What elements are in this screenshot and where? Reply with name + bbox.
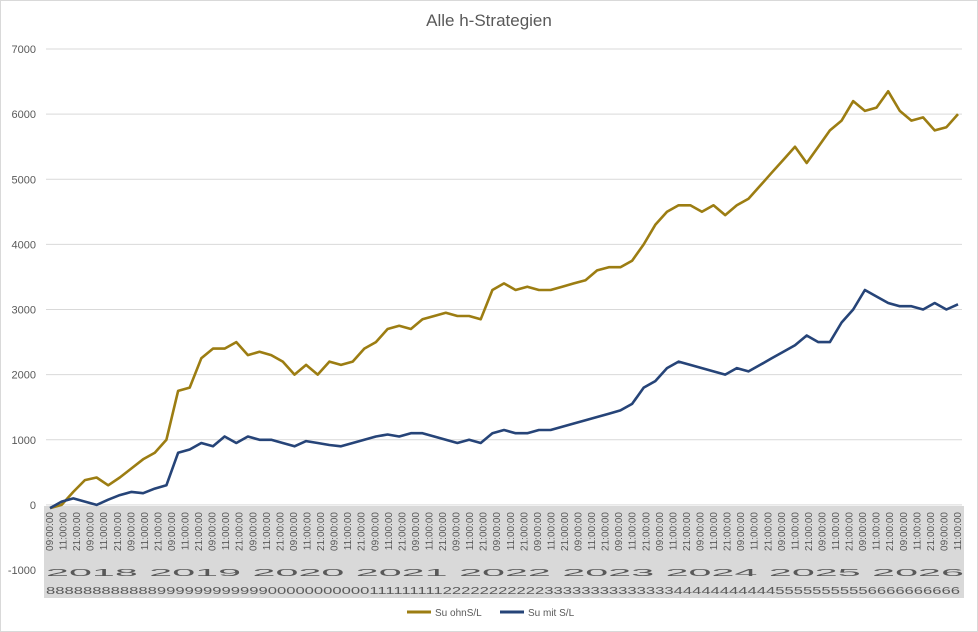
x-tick-label: 11:00:00: [343, 512, 354, 551]
y-tick-label: 6000: [12, 109, 36, 121]
x-tick-label: 09:00:00: [330, 512, 341, 551]
x-tick-label: 11:00:00: [709, 512, 720, 551]
x-tick-label: 11:00:00: [302, 512, 313, 551]
x-tick-label: 21:00:00: [845, 512, 856, 551]
x-tick-label: 09:00:00: [126, 512, 137, 551]
x-tick-label: 09:00:00: [614, 512, 625, 551]
x-tick-label: 11:00:00: [872, 512, 883, 551]
x-tick-label: 09:00:00: [899, 512, 910, 551]
x-tick-label: 11:00:00: [465, 512, 476, 551]
x-tick-label: 21:00:00: [235, 512, 246, 551]
x-tick-label: 09:00:00: [452, 512, 463, 551]
x-tick-label: 09:00:00: [858, 512, 869, 551]
x-tick-label: 21:00:00: [641, 512, 652, 551]
x-tick-label: 09:00:00: [574, 512, 585, 551]
x-tick-label: 21:00:00: [275, 512, 286, 551]
x-tick-label: 21:00:00: [479, 512, 490, 551]
series-line-1: [49, 90, 959, 510]
x-tick-label: 09:00:00: [736, 512, 747, 551]
x-tick-label: 21:00:00: [723, 512, 734, 551]
x-tick-label: 11:00:00: [59, 512, 70, 551]
x-tick-label: 21:00:00: [560, 512, 571, 551]
x-axis-digit-row: 8888888888889999999999990000000000011111…: [46, 586, 961, 597]
y-tick-label: 2000: [12, 370, 36, 382]
x-tick-label: 09:00:00: [45, 512, 56, 551]
x-axis-label-band: [44, 506, 964, 598]
y-tick-label: 5000: [12, 174, 36, 186]
x-tick-label: 09:00:00: [289, 512, 300, 551]
x-tick-label: 21:00:00: [601, 512, 612, 551]
y-tick-label: 3000: [12, 305, 36, 317]
x-tick-label: 09:00:00: [777, 512, 788, 551]
x-tick-label: 11:00:00: [668, 512, 679, 551]
x-tick-label: 11:00:00: [424, 512, 435, 551]
x-tick-label: 21:00:00: [926, 512, 937, 551]
x-tick-label: 11:00:00: [181, 512, 192, 551]
x-tick-label: 21:00:00: [316, 512, 327, 551]
legend-label-series-2: Su mit S/L: [528, 608, 575, 619]
x-tick-label: 21:00:00: [194, 512, 205, 551]
x-tick-label: 21:00:00: [804, 512, 815, 551]
x-tick-label: 21:00:00: [885, 512, 896, 551]
x-axis-footer-text: 2018 2019 2020 2021 2022 2023 2024 2025 …: [46, 568, 966, 579]
x-tick-label: 11:00:00: [221, 512, 232, 551]
x-tick-label: 09:00:00: [248, 512, 259, 551]
x-tick-label: 11:00:00: [628, 512, 639, 551]
x-tick-label: 21:00:00: [682, 512, 693, 551]
x-tick-label: 21:00:00: [438, 512, 449, 551]
x-tick-label: 21:00:00: [397, 512, 408, 551]
x-tick-label: 21:00:00: [113, 512, 124, 551]
gridlines: [46, 48, 962, 571]
legend-label-series-1: Su ohnS/L: [435, 608, 482, 619]
y-tick-label: 0: [30, 500, 36, 512]
x-tick-label: 09:00:00: [411, 512, 422, 551]
series-line-2: [49, 288, 959, 510]
x-tick-label: 09:00:00: [817, 512, 828, 551]
x-tick-label: 09:00:00: [208, 512, 219, 551]
x-tick-label: 09:00:00: [939, 512, 950, 551]
x-tick-label: 21:00:00: [357, 512, 368, 551]
legend: Su ohnS/L Su mit S/L: [407, 608, 575, 619]
x-tick-label: 11:00:00: [140, 512, 151, 551]
x-tick-label: 11:00:00: [384, 512, 395, 551]
x-tick-label: 11:00:00: [99, 512, 110, 551]
y-tick-label: 1000: [12, 435, 36, 447]
x-tick-label: 09:00:00: [167, 512, 178, 551]
x-tick-label: 11:00:00: [831, 512, 842, 551]
chart-title: Alle h-Strategien: [426, 11, 552, 30]
x-axis-ticks: 09:00:00 11:00:00 21:00:00 09:00:00 11:00:00…: [45, 512, 964, 551]
x-tick-label: 09:00:00: [655, 512, 666, 551]
x-tick-label: 21:00:00: [763, 512, 774, 551]
series-lines: [49, 90, 959, 510]
x-tick-label: 11:00:00: [262, 512, 273, 551]
x-tick-label: 09:00:00: [696, 512, 707, 551]
x-tick-label: 11:00:00: [506, 512, 517, 551]
x-tick-label: 09:00:00: [492, 512, 503, 551]
y-tick-label: 7000: [12, 44, 36, 56]
y-tick-label: 4000: [12, 239, 36, 251]
x-tick-label: 11:00:00: [587, 512, 598, 551]
x-tick-label: 11:00:00: [953, 512, 964, 551]
x-tick-label: 21:00:00: [72, 512, 83, 551]
x-tick-label: 11:00:00: [912, 512, 923, 551]
x-tick-label: 21:00:00: [153, 512, 164, 551]
x-tick-label: 09:00:00: [533, 512, 544, 551]
x-tick-label: 21:00:00: [519, 512, 530, 551]
x-tick-label: 09:00:00: [370, 512, 381, 551]
y-tick-label: -1000: [8, 565, 36, 577]
x-tick-label: 09:00:00: [86, 512, 97, 551]
x-tick-label: 11:00:00: [546, 512, 557, 551]
x-tick-label: 11:00:00: [790, 512, 801, 551]
x-tick-label: 11:00:00: [750, 512, 761, 551]
y-axis-ticks: -1000 0 1000 2000 3000 4000 5000 6000 7000: [8, 44, 36, 577]
